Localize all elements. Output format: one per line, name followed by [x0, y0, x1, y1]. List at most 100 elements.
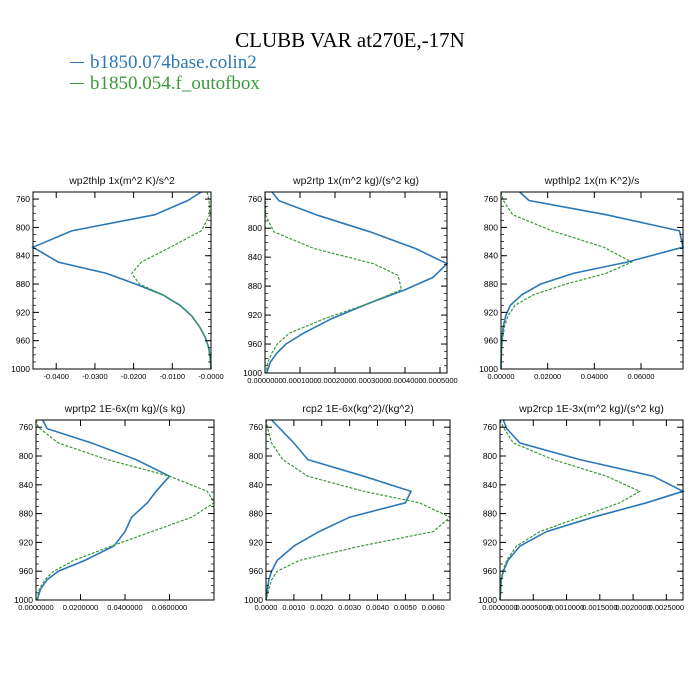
panel-4: wprtp2 1E-6x(m kg)/(s kg) 760 800 840 880 920…: [14, 403, 215, 612]
y-tick-label: 760: [248, 194, 262, 204]
y-tick-label: 1000: [478, 595, 497, 605]
x-tick-label: -0.0300: [82, 372, 107, 381]
y-tick-label: 920: [483, 537, 497, 547]
legend-swatch-1: [70, 62, 84, 63]
series-line-1: [31, 191, 212, 370]
y-tick-label: 920: [16, 307, 30, 317]
x-tick-label: 0.0005000: [422, 376, 457, 385]
y-tick-label: 880: [16, 279, 30, 289]
x-tick-label: 0.0020000: [615, 603, 650, 612]
y-tick-label: 1000: [479, 364, 498, 374]
y-tick-label: 960: [248, 339, 262, 349]
panel-3: wpthlp2 1x(m K^2)/s 760 800 840 880 920 960 100…: [479, 175, 684, 381]
x-tick-label: 0.0000: [255, 603, 278, 612]
y-tick-label: 1000: [243, 368, 262, 378]
y-tick-label: 760: [16, 194, 30, 204]
x-tick-label: 0.0600000: [152, 603, 187, 612]
x-tick-label: 0.02000: [534, 372, 561, 381]
panel-6: wp2rcp 1E-3x(m^2 kg)/(s^2 kg) 760 800 840 88…: [478, 403, 686, 612]
x-tick-label: 0.0030: [338, 603, 361, 612]
panel-title: rcp2 1E-6x(kg^2)/(kg^2): [302, 403, 413, 415]
x-tick-label: 0.0010: [282, 603, 305, 612]
x-tick-label: 0.0020: [310, 603, 333, 612]
y-tick-label: 800: [484, 222, 498, 232]
x-tick-label: -0.0000: [198, 372, 223, 381]
y-tick-label: 1000: [11, 364, 30, 374]
y-tick-label: 920: [248, 310, 262, 320]
y-tick-label: 840: [16, 251, 30, 261]
y-tick-label: 920: [249, 537, 263, 547]
y-tick-label: 760: [484, 194, 498, 204]
y-tick-label: 880: [19, 509, 33, 519]
y-tick-label: 880: [483, 509, 497, 519]
x-tick-label: -0.0100: [160, 372, 185, 381]
y-tick-label: 1000: [244, 595, 263, 605]
plot-frame: [265, 419, 451, 601]
y-tick-label: 840: [249, 480, 263, 490]
panel-title: wpthlp2 1x(m K^2)/s: [544, 175, 640, 187]
y-tick-label: 960: [483, 566, 497, 576]
y-tick-label: 840: [483, 480, 497, 490]
plot-frame: [35, 419, 215, 601]
legend-item-1: b1850.074base.colin2: [70, 52, 260, 73]
x-tick-label: 0.0005000: [516, 603, 551, 612]
panel-2: wp2rtp 1x(m^2 kg)/(s^2 kg) 760 800 840 880 92…: [243, 175, 458, 385]
x-tick-label: 0.0050: [394, 603, 417, 612]
y-tick-label: 960: [484, 336, 498, 346]
y-tick-label: 880: [484, 279, 498, 289]
series-line-1: [266, 191, 449, 374]
series-line-2: [130, 191, 212, 370]
x-tick-label: 0.04000: [581, 372, 608, 381]
x-tick-label: 0.0004000: [387, 376, 422, 385]
y-tick-label: 960: [16, 336, 30, 346]
y-tick-label: 960: [249, 566, 263, 576]
y-tick-label: 1000: [14, 595, 33, 605]
y-tick-label: 800: [483, 451, 497, 461]
series-line-2: [35, 419, 215, 601]
x-tick-label: 0.0200000: [63, 603, 98, 612]
y-tick-label: 800: [16, 222, 30, 232]
series-line-2: [265, 419, 452, 601]
series-line-2: [500, 191, 634, 370]
panel-title: wprtp2 1E-6x(m kg)/(s kg): [64, 403, 186, 415]
series-line-1: [499, 419, 686, 601]
y-tick-label: 840: [19, 480, 33, 490]
x-tick-label: 0.0400000: [107, 603, 142, 612]
y-tick-label: 920: [484, 307, 498, 317]
y-tick-label: 760: [19, 422, 33, 432]
plot-frame: [500, 191, 684, 370]
x-tick-label: 0.0015000: [582, 603, 617, 612]
y-tick-label: 960: [19, 566, 33, 576]
plot-frame: [32, 191, 212, 370]
legend-label-1: b1850.074base.colin2: [90, 52, 257, 73]
y-tick-label: 800: [249, 451, 263, 461]
y-tick-label: 840: [484, 251, 498, 261]
x-tick-label: -0.0400: [43, 372, 68, 381]
x-tick-label: 0.0002000: [317, 376, 352, 385]
figure-title: CLUBB VAR at270E,-17N: [235, 28, 465, 52]
panel-title: wp2rtp 1x(m^2 kg)/(s^2 kg): [292, 175, 419, 187]
legend-item-2: b1850.054.f_outofbox: [70, 73, 260, 94]
panel-title: wp2rcp 1E-3x(m^2 kg)/(s^2 kg): [518, 403, 664, 415]
legend-label-2: b1850.054.f_outofbox: [90, 73, 260, 94]
legend: b1850.074base.colin2 b1850.054.f_outofbo…: [70, 52, 260, 94]
series-line-1: [500, 191, 684, 370]
y-tick-label: 800: [19, 451, 33, 461]
x-tick-label: 0.0001000: [282, 376, 317, 385]
series-line-1: [36, 419, 171, 601]
panel-1: wp2thlp 1x(m^2 K)/s^2 760 800 840 880 920 960 1…: [11, 175, 224, 381]
series-line-2: [499, 419, 642, 601]
y-tick-label: 760: [483, 422, 497, 432]
x-tick-label: 0.00000: [487, 372, 514, 381]
x-tick-label: 0.0003000: [352, 376, 387, 385]
series-line-1: [265, 419, 413, 601]
panel-title: wp2thlp 1x(m^2 K)/s^2: [68, 175, 175, 187]
legend-swatch-2: [70, 83, 84, 84]
y-tick-label: 800: [248, 223, 262, 233]
plot-frame: [264, 191, 448, 374]
plot-frame: [499, 419, 684, 601]
x-tick-label: 0.0025000: [649, 603, 684, 612]
x-tick-label: 0.0040: [366, 603, 389, 612]
